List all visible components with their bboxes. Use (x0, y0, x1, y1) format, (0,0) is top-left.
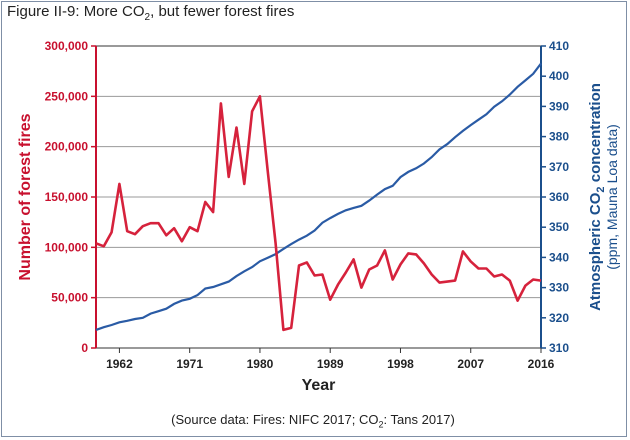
right-tick-label: 340 (549, 250, 569, 264)
x-tick-label: 2007 (457, 357, 484, 371)
right-axis-label: Atmospheric CO2 concentration (587, 83, 607, 311)
co2-series-line (95, 62, 542, 331)
left-y-axis: 0 50,000 100,000 150,000 200,000 250,000 300,0… (45, 39, 97, 355)
left-tick-label: 300,000 (45, 39, 89, 53)
left-tick-label: 150,000 (45, 190, 89, 204)
left-tick-label: 250,000 (45, 89, 89, 103)
figure-title: Figure II-9: More CO2, but fewer forest … (7, 3, 295, 23)
source-note: (Source data: Fires: NIFC 2017; CO2: Tan… (171, 412, 455, 430)
x-tick-label: 1971 (176, 357, 203, 371)
left-axis-label: Number of forest fires (17, 113, 34, 280)
left-tick-label: 50,000 (51, 291, 88, 305)
x-tick-label: 1989 (317, 357, 344, 371)
right-tick-label: 350 (549, 220, 569, 234)
x-tick-label: 1962 (106, 357, 133, 371)
left-tick-label: 100,000 (45, 240, 89, 254)
right-tick-label: 320 (549, 311, 569, 325)
x-axis: 1962 1971 1980 1989 1998 2007 2016 (106, 348, 555, 371)
x-tick-label: 2016 (528, 357, 555, 371)
right-axis-sublabel: (ppm, Mauna Loa data) (604, 124, 620, 270)
x-tick-label: 1998 (387, 357, 414, 371)
right-tick-label: 380 (549, 130, 569, 144)
x-axis-label: Year (302, 377, 336, 394)
fires-series-line (95, 95, 542, 332)
right-tick-label: 330 (549, 281, 569, 295)
right-y-axis: 310 320 330 340 350 360 370 380 390 400 410 (540, 39, 569, 355)
right-tick-label: 310 (549, 341, 569, 355)
left-tick-label: 200,000 (45, 140, 89, 154)
right-tick-label: 370 (549, 160, 569, 174)
left-tick-label: 0 (81, 341, 88, 355)
x-tick-label: 1980 (247, 357, 274, 371)
right-tick-label: 410 (549, 39, 569, 53)
right-tick-label: 360 (549, 190, 569, 204)
right-tick-label: 390 (549, 99, 569, 113)
right-tick-label: 400 (549, 69, 569, 83)
gridlines (96, 95, 541, 299)
